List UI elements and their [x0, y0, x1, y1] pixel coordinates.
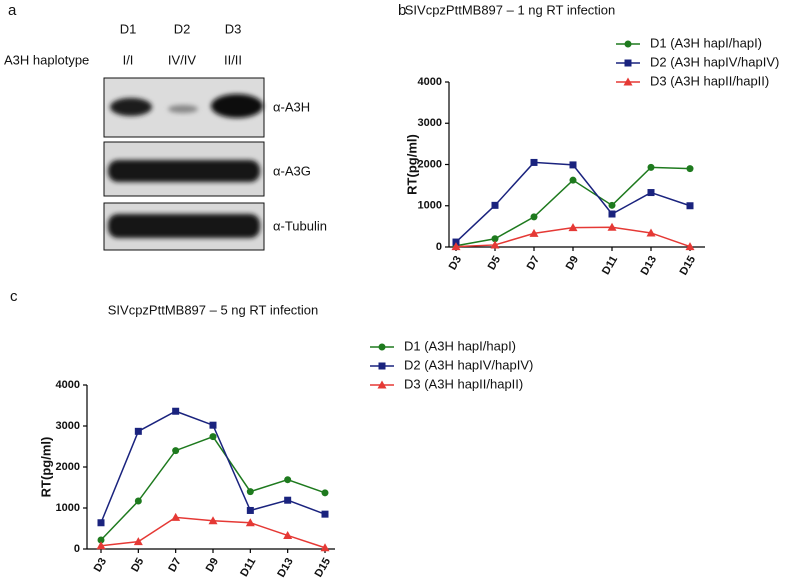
- marker: [624, 59, 632, 67]
- marker: [608, 210, 616, 218]
- y-tick-label: 1000: [418, 200, 442, 212]
- blot-a3g: [103, 141, 265, 197]
- x-tick-label: D5: [129, 556, 146, 574]
- x-tick-label: D13: [639, 254, 659, 277]
- marker: [209, 433, 217, 441]
- panel-label: a: [8, 2, 17, 19]
- marker: [686, 202, 694, 210]
- blot-label: α-A3H: [273, 99, 310, 114]
- blot-tubulin: [103, 202, 265, 251]
- marker: [530, 213, 538, 221]
- marker: [686, 165, 694, 173]
- marker: [172, 447, 180, 455]
- legend-label: D1 (A3H hapI/hapI): [650, 35, 762, 50]
- marker: [134, 427, 142, 435]
- panel-label: b: [398, 2, 406, 19]
- y-tick-label: 4000: [56, 379, 80, 391]
- chart-title: SIVcpzPttMB897 – 1 ng RT infection: [405, 2, 616, 17]
- series-line: [100, 435, 326, 541]
- marker: [608, 201, 616, 209]
- marker: [97, 519, 105, 527]
- marker: [96, 541, 106, 550]
- y-tick-label: 0: [74, 543, 80, 555]
- marker: [490, 240, 500, 249]
- x-tick-label: D11: [238, 556, 258, 579]
- legend-label: D1 (A3H hapI/hapI): [404, 338, 516, 353]
- legend-label: D3 (A3H hapII/hapII): [650, 73, 769, 88]
- marker: [171, 512, 181, 521]
- donor-label: D2: [174, 21, 191, 36]
- marker: [320, 543, 330, 552]
- legend-label: D2 (A3H hapIV/hapIV): [650, 54, 779, 69]
- marker: [647, 189, 655, 197]
- marker: [685, 242, 695, 251]
- marker: [452, 238, 460, 246]
- x-tick-label: D7: [166, 556, 183, 574]
- marker: [133, 537, 143, 546]
- marker: [529, 228, 539, 237]
- marker: [647, 163, 655, 171]
- marker: [530, 158, 538, 166]
- blot-label: α-A3G: [273, 163, 311, 178]
- x-tick-label: D3: [447, 254, 464, 272]
- marker: [321, 489, 329, 497]
- x-tick-label: D13: [275, 556, 295, 579]
- donor-label: D1: [120, 21, 137, 36]
- marker: [378, 343, 386, 351]
- x-tick-label: D7: [525, 254, 542, 272]
- panel-label: c: [10, 288, 18, 305]
- marker: [172, 407, 180, 415]
- marker: [569, 161, 577, 169]
- y-tick-label: 2000: [418, 158, 442, 170]
- x-tick-label: D3: [92, 556, 109, 574]
- y-tick-label: 3000: [418, 117, 442, 129]
- marker: [568, 223, 578, 232]
- marker: [284, 476, 292, 484]
- marker: [491, 235, 499, 243]
- marker: [569, 176, 577, 184]
- marker: [491, 201, 499, 209]
- y-tick-label: 3000: [56, 420, 80, 432]
- blot-label: α-Tubulin: [273, 218, 327, 233]
- row-label: A3H haplotype: [4, 52, 89, 67]
- marker: [321, 510, 329, 518]
- x-tick-label: D9: [564, 254, 581, 272]
- marker: [607, 222, 617, 231]
- marker: [97, 536, 105, 544]
- marker: [284, 496, 292, 504]
- x-tick-label: D15: [678, 254, 698, 277]
- haplotype-label: IV/IV: [168, 52, 197, 67]
- legend-label: D2 (A3H hapIV/hapIV): [404, 357, 533, 372]
- y-tick-label: 2000: [56, 461, 80, 473]
- x-tick-label: D15: [313, 556, 333, 579]
- y-tick-label: 4000: [418, 76, 442, 88]
- marker: [134, 497, 142, 505]
- blot-a3h: [103, 77, 265, 138]
- marker: [623, 77, 633, 86]
- legend-label: D3 (A3H hapII/hapII): [404, 376, 523, 391]
- y-axis-label: RT(pg/ml): [404, 134, 419, 195]
- haplotype-label: I/I: [123, 52, 134, 67]
- marker: [245, 518, 255, 527]
- marker: [378, 362, 386, 370]
- x-tick-label: D11: [600, 254, 620, 277]
- marker: [246, 506, 254, 514]
- marker: [209, 421, 217, 429]
- haplotype-label: II/II: [224, 52, 242, 67]
- marker: [208, 516, 218, 525]
- donor-label: D3: [225, 21, 242, 36]
- chart-title: SIVcpzPttMB897 – 5 ng RT infection: [108, 302, 319, 317]
- x-tick-label: D5: [486, 254, 503, 272]
- marker: [451, 242, 461, 251]
- x-tick-label: D9: [204, 556, 221, 574]
- y-tick-label: 1000: [56, 502, 80, 514]
- marker: [646, 228, 656, 237]
- marker: [624, 40, 632, 48]
- marker: [377, 380, 387, 389]
- marker: [246, 488, 254, 496]
- y-axis-label: RT(pg/ml): [38, 437, 53, 498]
- marker: [283, 530, 293, 539]
- y-tick-label: 0: [436, 241, 442, 253]
